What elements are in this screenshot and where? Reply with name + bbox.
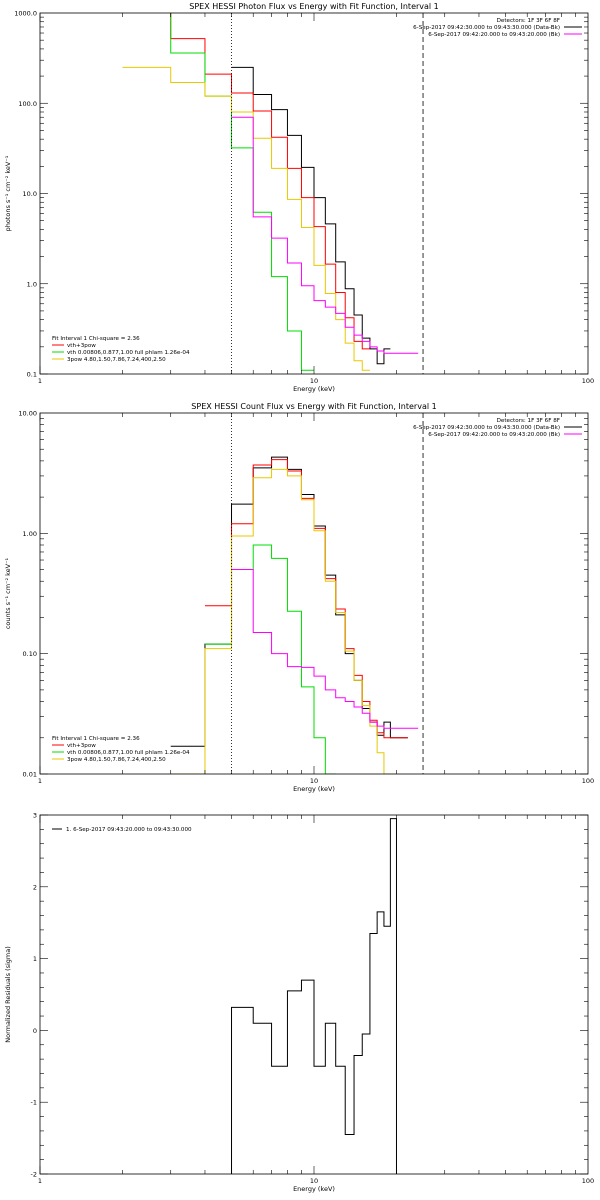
y-tick-label: 0.10	[23, 650, 37, 658]
x-tick-label: 100	[582, 777, 594, 785]
legend-entry-label: vth+3pow	[67, 343, 96, 349]
legend-fit-interval: Fit Interval 1 Chi-square = 2.36	[52, 336, 140, 342]
chart-title: SPEX HESSI Count Flux vs Energy with Fit…	[191, 402, 436, 411]
legend-entry-label: 6-Sep-2017 09:42:30.000 to 09:43:30.000 …	[413, 425, 560, 431]
y-tick-label: 100.0	[18, 100, 37, 108]
legend-entry-label: vth 0.00806,0.877,1.00 full phlam 1.26e-…	[67, 350, 190, 356]
chart-panel-3: 1 10 100 Energy (keV) -2 -1 0 1 2 3 Normalized Res…	[4, 812, 594, 1194]
y-axis-label: counts s⁻¹ cm⁻² keV⁻¹	[4, 557, 12, 629]
chart-panel-2: SPEX HESSI Count Flux vs Energy with Fit…	[4, 402, 594, 793]
legend-entry-label: vth 0.00806,0.877,1.00 full phlam 1.26e-…	[67, 750, 190, 756]
legend-entry-label: vth+3pow	[67, 743, 96, 749]
series-group	[231, 818, 397, 1174]
x-tick-label: 1	[38, 1177, 42, 1185]
y-tick-label: 1	[33, 955, 37, 963]
x-tick-label: 10	[310, 777, 318, 785]
series-total-line	[231, 66, 391, 365]
y-tick-label: -2	[31, 1171, 37, 1179]
x-tick-label: 1	[38, 377, 42, 385]
series-vth-line	[204, 544, 336, 774]
series-vth-line	[170, 13, 314, 371]
series-thick-line	[170, 468, 397, 774]
legend-entry-label: 6-Sep-2017 09:42:20.000 to 09:43:20.000 …	[428, 32, 560, 38]
y-tick-label: 0.1	[27, 371, 37, 379]
legend-detectors: Detectors: 1F 3F 6F 8F	[497, 18, 560, 24]
chart-title: SPEX HESSI Photon Flux vs Energy with Fi…	[189, 2, 439, 11]
x-axis-label: Energy (keV)	[293, 785, 335, 793]
series-bk-line	[231, 116, 419, 354]
y-tick-label: 1.0	[27, 280, 37, 288]
legend-entry-label: 3pow 4.80,1.50,7.86,7.24,400,2.50	[67, 357, 166, 363]
legend-detectors: Detectors: 1F 3F 6F 8F	[497, 418, 560, 424]
chart-panel-1: SPEX HESSI Photon Flux vs Energy with Fi…	[4, 2, 594, 393]
series-thick-line	[122, 66, 370, 371]
y-tick-label: 3	[33, 812, 37, 820]
y-tick-label: 0.01	[23, 771, 37, 779]
series-bk-line	[231, 569, 419, 729]
x-tick-label: 100	[582, 377, 594, 385]
y-axis-label: Normalized Residuals (sigma)	[4, 946, 12, 1043]
legend-entry-label: 1. 6-Sep-2017 09:43:20.000 to 09:43:30.0…	[66, 827, 192, 833]
legend-entry-label: 6-Sep-2017 09:42:20.000 to 09:43:20.000 …	[428, 432, 560, 438]
y-tick-label: 10.00	[18, 410, 37, 418]
y-tick-label: 1000.0	[14, 10, 37, 18]
y-tick-label: 0	[33, 1027, 37, 1035]
legend-fit-interval: Fit Interval 1 Chi-square = 2.36	[52, 736, 140, 742]
x-axis-label: Energy (keV)	[293, 385, 335, 393]
series-group	[122, 13, 419, 371]
series-fit-line	[170, 13, 370, 350]
x-tick-label: 10	[310, 377, 318, 385]
legend-entry-label: 6-Sep-2017 09:42:30.000 to 09:43:30.000 …	[413, 25, 560, 31]
legend-entry-label: 3pow 4.80,1.50,7.86,7.24,400,2.50	[67, 757, 166, 763]
y-axis-label: photons s⁻¹ cm⁻² keV⁻¹	[4, 155, 12, 231]
x-tick-label: 1	[38, 777, 42, 785]
x-tick-label: 10	[310, 1177, 318, 1185]
y-tick-label: 1.00	[23, 530, 37, 538]
y-tick-label: 2	[33, 883, 37, 891]
x-tick-label: 100	[582, 1177, 594, 1185]
x-axis-label: Energy (keV)	[293, 1185, 335, 1193]
series-total-line	[170, 456, 408, 747]
y-tick-label: -1	[31, 1099, 37, 1107]
y-tick-label: 10.0	[23, 190, 37, 198]
series-fit-line	[204, 459, 408, 739]
series-residual-line	[231, 818, 397, 1174]
series-group	[170, 456, 419, 774]
